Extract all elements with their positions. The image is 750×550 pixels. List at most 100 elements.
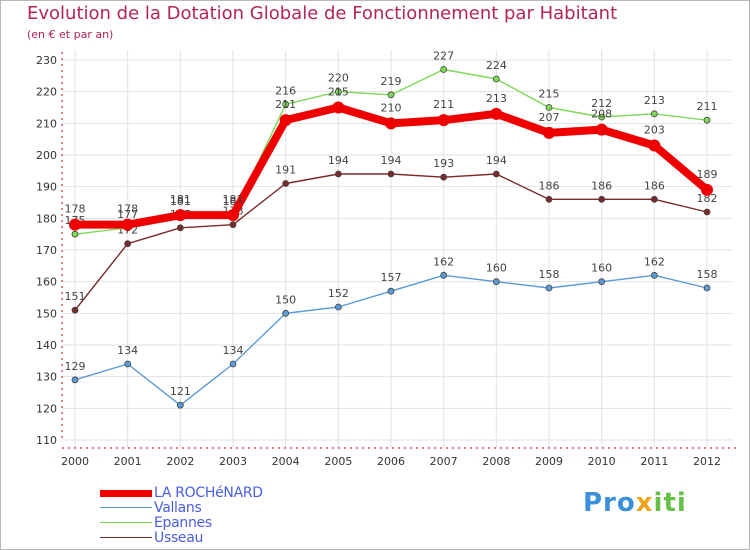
data-point-epannes — [440, 66, 448, 73]
data-label-vallans: 152 — [328, 287, 349, 300]
data-label-usseau: 193 — [433, 157, 454, 170]
data-point-usseau — [124, 240, 132, 248]
data-label-epannes: 181 — [170, 195, 191, 208]
data-point-usseau — [703, 208, 711, 216]
data-point-vallans — [650, 271, 658, 279]
data-label-usseau: 151 — [65, 290, 86, 303]
data-label-epannes: 215 — [539, 88, 560, 101]
data-label-epannes: 219 — [381, 75, 402, 88]
data-label-usseau: 186 — [539, 179, 560, 192]
legend-item-vallans[interactable]: Vallans — [100, 500, 400, 516]
data-point-epannes — [598, 113, 606, 121]
data-point-larochnard — [69, 218, 81, 231]
x-tick-label: 2012 — [693, 455, 721, 468]
data-label-larochnard: 207 — [539, 111, 560, 124]
data-label-epannes: 216 — [275, 84, 296, 97]
data-point-larochnard — [174, 209, 187, 222]
data-point-vallans — [229, 360, 237, 368]
data-label-vallans: 160 — [486, 262, 507, 275]
data-point-epannes — [545, 104, 553, 111]
legend-swatch-epannes — [100, 522, 152, 523]
data-point-vallans — [282, 309, 290, 317]
data-point-usseau — [387, 170, 395, 178]
data-point-usseau — [492, 170, 500, 178]
data-label-vallans: 157 — [381, 271, 402, 284]
y-tick-label: 200 — [36, 149, 57, 162]
data-point-vallans — [492, 278, 500, 286]
data-label-epannes: 212 — [591, 97, 612, 110]
data-point-vallans — [387, 287, 395, 295]
data-label-epannes: 213 — [644, 94, 665, 107]
data-label-usseau: 191 — [275, 164, 296, 177]
legend-item-la-rochenard[interactable]: LA ROCHéNARD — [100, 485, 400, 501]
data-label-larochnard: 203 — [644, 124, 665, 137]
data-point-usseau — [334, 170, 342, 178]
data-label-larochnard: 181 — [170, 193, 191, 206]
data-label-epannes: 177 — [117, 208, 138, 221]
legend-label-epannes: Epannes — [154, 515, 212, 531]
data-point-larochnard — [543, 126, 555, 139]
data-point-epannes — [703, 116, 711, 124]
legend: LA ROCHéNARD Vallans Epannes Usseau — [100, 485, 400, 546]
data-label-epannes: 220 — [328, 72, 349, 85]
data-label-usseau: 182 — [697, 192, 718, 205]
data-label-larochnard: 189 — [697, 168, 718, 181]
data-point-epannes — [492, 75, 500, 83]
data-label-larochnard: 213 — [486, 92, 507, 105]
y-tick-label: 230 — [36, 54, 57, 67]
x-tick-label: 2004 — [272, 455, 300, 468]
legend-label-la-rochenard: LA ROCHéNARD — [154, 485, 263, 501]
y-tick-label: 190 — [36, 181, 57, 194]
chart-subtitle: (en € et par an) — [27, 28, 114, 41]
data-point-larochnard — [701, 183, 713, 196]
data-label-larochnard: 211 — [433, 98, 454, 111]
y-tick-label: 150 — [36, 307, 57, 320]
data-label-usseau: 194 — [381, 154, 402, 167]
data-point-vallans — [71, 376, 79, 384]
data-point-epannes — [282, 100, 290, 108]
data-point-larochnard — [121, 218, 134, 231]
x-tick-label: 2010 — [588, 455, 616, 468]
data-label-larochnard: 178 — [117, 203, 138, 216]
data-label-larochnard: 215 — [328, 86, 349, 99]
data-label-vallans: 121 — [170, 385, 191, 398]
data-point-larochnard — [279, 114, 292, 127]
legend-swatch-vallans — [100, 507, 152, 508]
legend-item-usseau[interactable]: Usseau — [100, 530, 400, 546]
data-point-vallans — [545, 284, 553, 292]
data-point-usseau — [650, 195, 658, 203]
data-point-larochnard — [227, 209, 239, 222]
legend-label-usseau: Usseau — [154, 530, 204, 546]
data-point-larochnard — [437, 114, 450, 127]
data-label-vallans: 162 — [644, 255, 665, 268]
data-point-epannes — [650, 110, 658, 118]
data-label-usseau: 194 — [486, 154, 507, 167]
data-label-vallans: 134 — [223, 344, 244, 357]
y-tick-label: 180 — [36, 212, 57, 225]
data-point-usseau — [440, 173, 448, 181]
data-label-epannes: 211 — [697, 100, 718, 113]
data-label-vallans: 150 — [275, 293, 296, 306]
x-tick-label: 2005 — [324, 455, 352, 468]
data-point-larochnard — [648, 139, 661, 152]
data-label-usseau: 186 — [591, 179, 612, 192]
x-tick-label: 2002 — [166, 455, 194, 468]
data-point-usseau — [176, 224, 184, 232]
x-tick-label: 2007 — [430, 455, 458, 468]
data-point-epannes — [387, 91, 395, 99]
data-point-epannes — [71, 230, 79, 238]
x-tick-label: 2008 — [482, 455, 510, 468]
legend-item-epannes[interactable]: Epannes — [100, 515, 400, 531]
data-point-usseau — [598, 195, 606, 203]
data-point-usseau — [282, 180, 290, 187]
data-label-larochnard: 181 — [223, 193, 244, 206]
data-point-vallans — [124, 360, 132, 368]
legend-swatch-la-rochenard — [100, 490, 152, 497]
x-tick-label: 2003 — [219, 455, 247, 468]
data-point-vallans — [598, 278, 606, 286]
data-point-larochnard — [385, 117, 397, 130]
data-label-vallans: 162 — [433, 255, 454, 268]
x-tick-label: 2006 — [377, 455, 405, 468]
data-label-vallans: 158 — [697, 268, 718, 281]
